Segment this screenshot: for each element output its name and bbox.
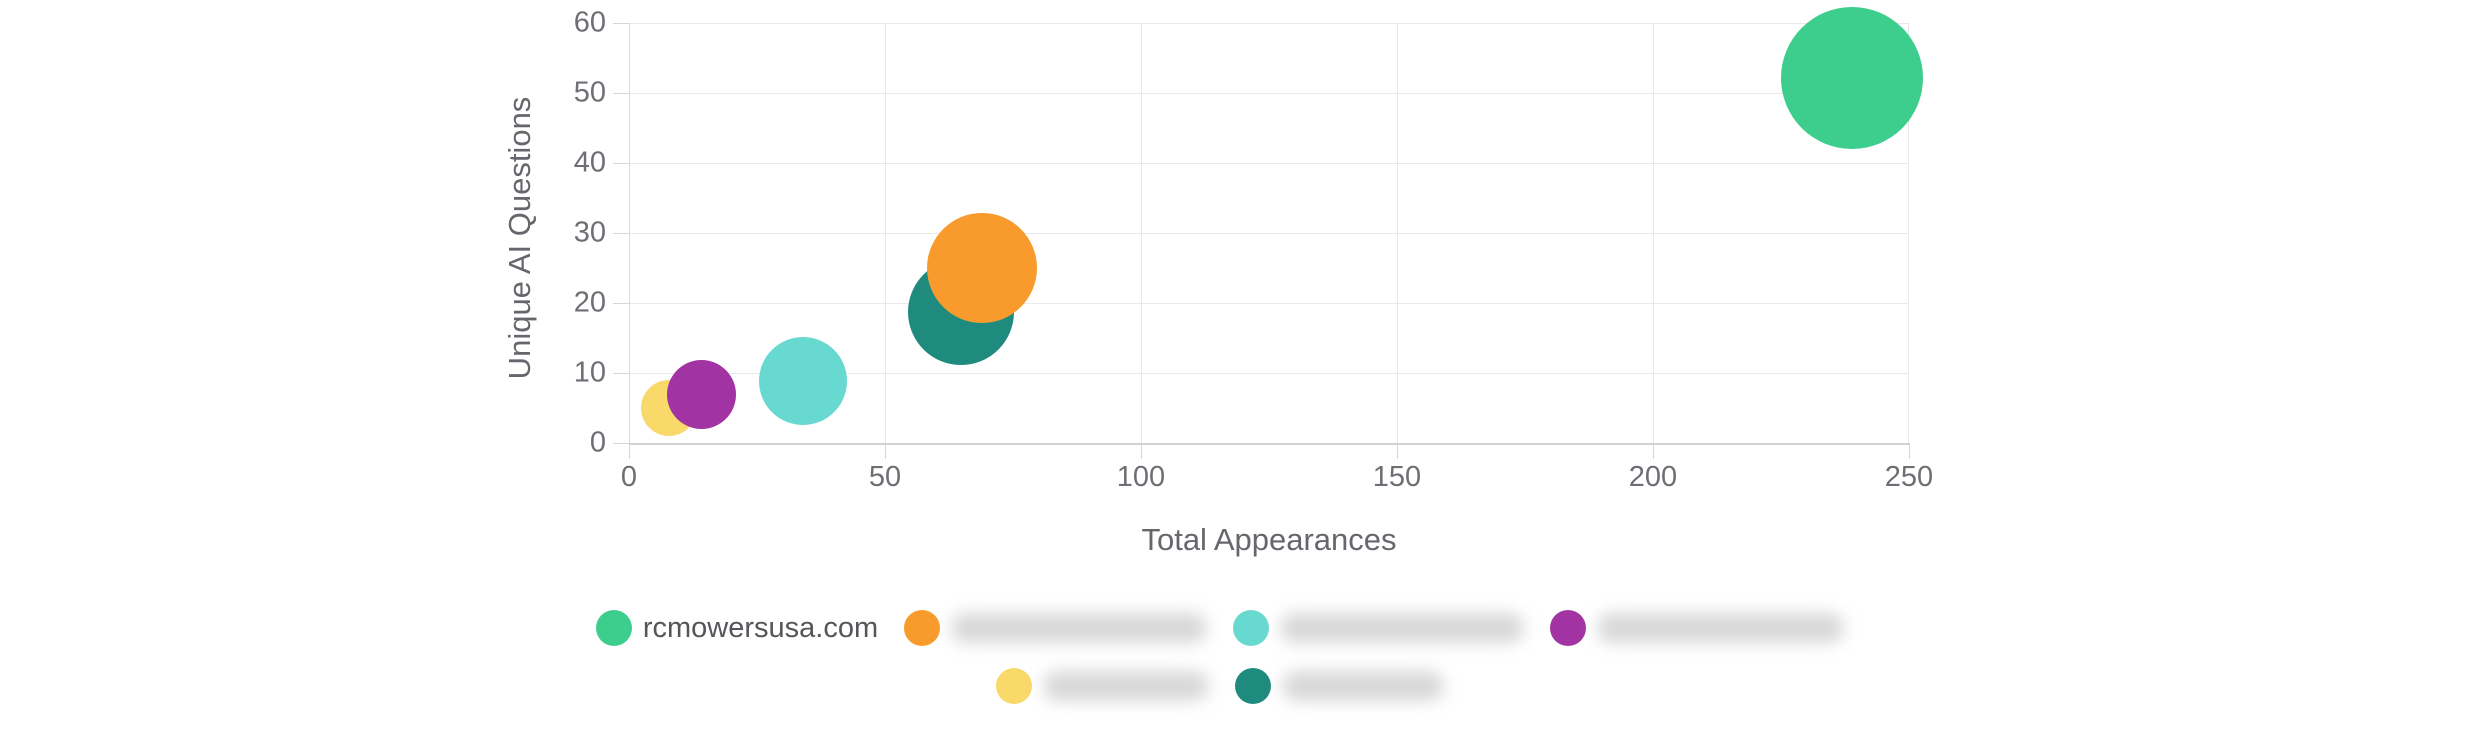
y-tick-label: 10	[573, 356, 606, 389]
legend-item-rcmowersusa[interactable]: rcmowersusa.com	[595, 610, 879, 646]
x-tick	[1141, 445, 1142, 459]
gridline-y-60	[629, 23, 1909, 24]
y-tick-label: 20	[573, 286, 606, 319]
gridline-y-40	[629, 163, 1909, 164]
x-tick	[1909, 445, 1910, 459]
legend-dot-purple	[1550, 610, 1587, 646]
gridline-y-10	[629, 373, 1909, 374]
gridline-x-100	[1141, 23, 1142, 444]
gridline-y-20	[629, 303, 1909, 304]
x-axis-line	[629, 443, 1910, 445]
y-tick	[613, 233, 629, 234]
y-tick	[613, 93, 629, 94]
gridline-y-50	[629, 93, 1909, 94]
legend-dot-orange	[904, 610, 941, 646]
legend-label-blurred	[1043, 671, 1209, 701]
x-tick-label: 0	[620, 461, 638, 493]
y-axis-line	[629, 23, 630, 444]
y-axis-title: Unique AI Questions	[502, 96, 537, 380]
legend-row-1: rcmowersusa.com	[500, 606, 1940, 650]
y-tick-label: 30	[573, 216, 606, 249]
legend-label-blurred	[1597, 613, 1845, 643]
legend-item-redacted-1[interactable]	[904, 610, 1208, 646]
plot-area	[629, 23, 1910, 445]
legend-dot-teal	[1235, 668, 1271, 704]
x-tick-label: 150	[1372, 461, 1422, 493]
legend-item-redacted-4[interactable]	[996, 668, 1209, 704]
gridline-x-200	[1653, 23, 1654, 444]
legend-dot-cyan	[1233, 610, 1270, 646]
legend-label-blurred	[951, 613, 1208, 643]
bubble-purple[interactable]	[667, 360, 736, 429]
bubble-orange[interactable]	[927, 213, 1037, 323]
x-tick	[885, 445, 886, 459]
gridline-x-50	[885, 23, 886, 444]
legend-row-2	[500, 664, 1940, 708]
x-tick-label: 250	[1884, 461, 1934, 493]
y-tick-label: 40	[573, 146, 606, 179]
x-tick-label: 200	[1628, 461, 1678, 493]
y-tick	[613, 23, 629, 24]
x-tick	[1653, 445, 1654, 459]
legend-dot-green	[595, 610, 632, 646]
y-tick-label: 50	[573, 76, 606, 109]
x-tick-label: 50	[868, 461, 902, 493]
gridline-x-150	[1397, 23, 1398, 444]
legend-dot-yellow	[996, 668, 1032, 704]
legend-label: rcmowersusa.com	[642, 611, 879, 644]
legend-label-blurred	[1282, 671, 1444, 701]
y-tick	[613, 443, 629, 444]
y-tick	[613, 163, 629, 164]
legend-label-blurred	[1280, 613, 1525, 643]
y-tick	[613, 303, 629, 304]
x-tick	[1397, 445, 1398, 459]
bubble-cyan[interactable]	[759, 337, 847, 425]
x-tick	[629, 445, 630, 459]
y-tick	[613, 373, 629, 374]
y-tick-label: 0	[589, 426, 606, 459]
legend-item-redacted-3[interactable]	[1550, 610, 1845, 646]
y-tick-label: 60	[573, 6, 606, 39]
chart-legend: rcmowersusa.com	[500, 606, 1940, 722]
x-tick-label: 100	[1116, 461, 1166, 493]
gridline-y-30	[629, 233, 1909, 234]
bubble-green-rcmowersusa[interactable]	[1781, 7, 1923, 149]
gridline-x-250	[1908, 23, 1909, 444]
legend-item-redacted-2[interactable]	[1233, 610, 1525, 646]
x-axis-title: Total Appearances	[1141, 522, 1397, 557]
legend-item-redacted-5[interactable]	[1235, 668, 1444, 704]
